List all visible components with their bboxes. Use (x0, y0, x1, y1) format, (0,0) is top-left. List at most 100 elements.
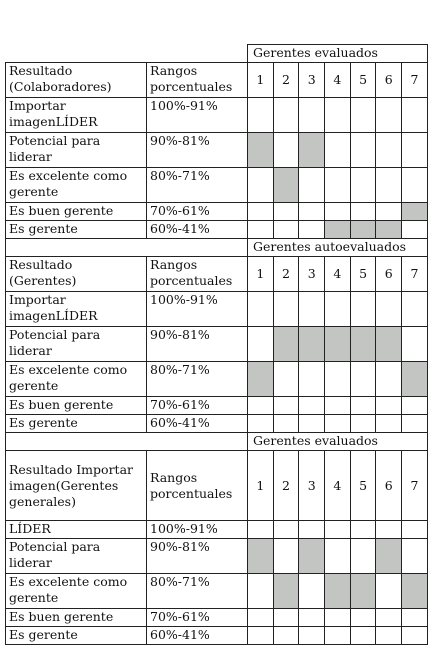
row-label: Es excelente como gerente (5, 361, 147, 397)
cell (375, 608, 403, 627)
cell (272, 361, 300, 397)
cell (401, 538, 428, 574)
column-number: 1 (247, 256, 274, 292)
row-label: Potencial para liderar (5, 132, 147, 168)
cell (324, 608, 351, 627)
result-row: Es buen gerente 70%-61% (5, 608, 428, 627)
cell (272, 132, 300, 168)
shaded-cell (375, 538, 403, 574)
result-row: Es gerente 60%-41% (5, 626, 428, 645)
result-row: Es excelente como gerente 80%-71% (5, 167, 428, 203)
shaded-cell (272, 326, 300, 362)
cell (298, 220, 326, 239)
result-row: Importar imagenLÍDER 100%-91% (5, 291, 428, 327)
result-row: Potencial para liderar 90%-81% (5, 538, 428, 574)
cell (272, 626, 300, 645)
header-row: Resultado (Colaboradores) Rangos porcentu… (5, 62, 428, 98)
cell (247, 626, 274, 645)
cell (247, 396, 274, 415)
result-row: Es buen gerente 70%-61% (5, 396, 428, 415)
row-range: 100%-91% (146, 97, 248, 133)
row-label: Potencial para liderar (5, 538, 147, 574)
cell (401, 97, 428, 133)
cell (349, 97, 377, 133)
result-row: Es excelente como gerente 80%-71% (5, 361, 428, 397)
column-number: 2 (272, 62, 300, 98)
cell (324, 97, 351, 133)
cell (401, 326, 428, 362)
shaded-cell (401, 573, 428, 609)
cell (298, 626, 326, 645)
shaded-cell (401, 202, 428, 221)
cell (375, 520, 403, 539)
result-row: Es buen gerente 70%-61% (5, 202, 428, 221)
cell (324, 132, 351, 168)
cell (298, 414, 326, 433)
row-label: Es excelente como gerente (5, 573, 147, 609)
cell (349, 361, 377, 397)
cell (247, 97, 274, 133)
header-result: Resultado (Gerentes) (5, 256, 147, 292)
cell (247, 573, 274, 609)
cell (324, 520, 351, 539)
cell (401, 220, 428, 239)
column-number: 6 (375, 62, 403, 98)
cell (298, 520, 326, 539)
cell (247, 167, 274, 203)
row-range: 80%-71% (146, 361, 248, 397)
cell (349, 132, 377, 168)
result-row: Potencial para liderar 90%-81% (5, 326, 428, 362)
group-title: Gerentes autoevaluados (247, 238, 428, 257)
row-label: Es gerente (5, 414, 147, 433)
column-number: 5 (349, 450, 377, 521)
column-number: 3 (298, 256, 326, 292)
shaded-cell (349, 326, 377, 362)
cell (298, 291, 326, 327)
column-number: 2 (272, 450, 300, 521)
result-row: Es excelente como gerente 80%-71% (5, 573, 428, 609)
result-row: LÍDER 100%-91% (5, 520, 428, 539)
cell (349, 202, 377, 221)
cell (401, 167, 428, 203)
result-row: Potencial para liderar 90%-81% (5, 132, 428, 168)
cell (349, 291, 377, 327)
cell (349, 538, 377, 574)
row-label: Es excelente como gerente (5, 167, 147, 203)
cell (272, 202, 300, 221)
column-number: 4 (324, 62, 351, 98)
cell (324, 538, 351, 574)
column-number: 5 (349, 62, 377, 98)
cell (349, 396, 377, 415)
column-number: 7 (401, 256, 428, 292)
row-label: Importar imagenLÍDER (5, 291, 147, 327)
shaded-cell (298, 132, 326, 168)
row-label: Potencial para liderar (5, 326, 147, 362)
shaded-cell (272, 167, 300, 203)
column-number: 4 (324, 256, 351, 292)
row-range: 70%-61% (146, 396, 248, 415)
cell (324, 414, 351, 433)
cell (272, 291, 300, 327)
row-range: 70%-61% (146, 608, 248, 627)
row-range: 60%-41% (146, 414, 248, 433)
cell (375, 291, 403, 327)
table-body: Gerentes evaluados Resultado (Colaborador… (5, 44, 428, 645)
header-range: Rangos porcentuales (146, 256, 248, 292)
result-row: Importar imagenLÍDER 100%-91% (5, 97, 428, 133)
cell (298, 573, 326, 609)
row-label: LÍDER (5, 520, 147, 539)
header-result: Resultado Importar imagen(Gerentes gener… (5, 450, 147, 521)
row-range: 80%-71% (146, 573, 248, 609)
cell (375, 202, 403, 221)
shaded-cell (324, 573, 351, 609)
row-range: 80%-71% (146, 167, 248, 203)
row-label: Es buen gerente (5, 608, 147, 627)
header-row: Resultado Importar imagen(Gerentes gener… (5, 450, 428, 521)
shaded-cell (272, 573, 300, 609)
column-number: 6 (375, 256, 403, 292)
column-number: 3 (298, 62, 326, 98)
cell (272, 538, 300, 574)
row-label: Es gerente (5, 626, 147, 645)
cell (401, 291, 428, 327)
